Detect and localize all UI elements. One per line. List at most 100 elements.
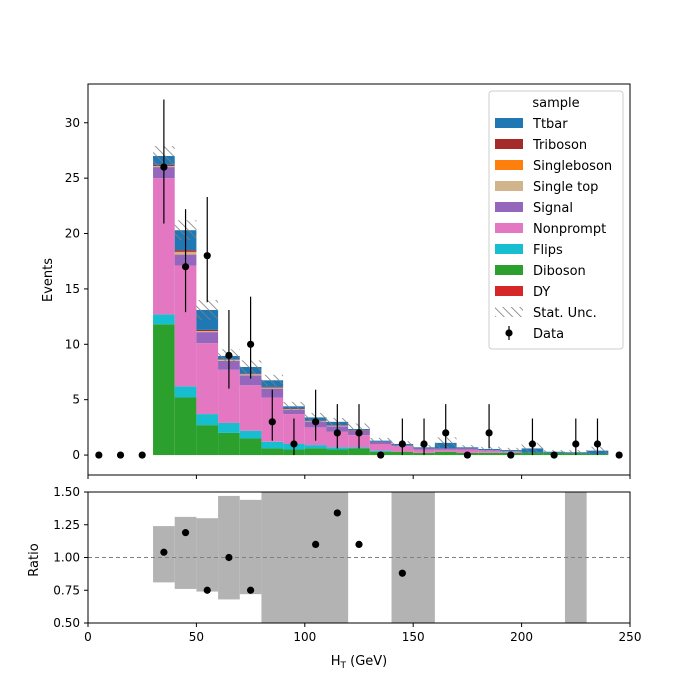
data-point (463, 451, 471, 459)
x-axis-label: HT (GeV) (331, 654, 388, 671)
data-point (485, 429, 493, 437)
legend-swatch (495, 202, 523, 212)
bar-nonprompt (369, 443, 392, 451)
stat-unc-box (283, 401, 305, 411)
legend-label: Stat. Unc. (533, 306, 597, 321)
ratio-point (225, 553, 233, 562)
legend-label: Data (533, 327, 564, 342)
ratio-point (312, 540, 320, 549)
bar-diboson (239, 438, 262, 456)
x-tick-label: 200 (510, 630, 533, 644)
legend-swatch (495, 286, 523, 296)
y-tick-label: 0 (72, 448, 80, 462)
legend-label: Nonprompt (533, 222, 606, 237)
bar-nonprompt (478, 450, 500, 453)
data-point (398, 440, 406, 448)
x-tick-label: 0 (84, 630, 92, 644)
stat-unc-box (499, 447, 522, 453)
bar-diboson (218, 432, 240, 456)
x-axis-label-main: H (331, 654, 341, 669)
x-tick-label: 50 (189, 630, 204, 644)
ratio-band-bin (218, 495, 240, 600)
ratio-band-bin (196, 518, 219, 592)
y-tick-label: 20 (65, 227, 80, 241)
data-point (160, 163, 168, 171)
data-point (225, 351, 233, 359)
bar-nonprompt (434, 449, 457, 452)
legend-swatch (495, 265, 523, 275)
ratio-y-tick-label: 1.00 (53, 551, 80, 565)
bar-diboson (304, 448, 327, 456)
bar-flips (196, 414, 219, 426)
main-y-ticks: 0 5 10 15 20 25 30 (65, 116, 88, 462)
data-point (420, 440, 428, 448)
bar-signal (196, 332, 219, 344)
ratio-band-bin (174, 516, 197, 589)
bar-flips (174, 386, 197, 398)
ratio-point (333, 509, 341, 517)
data-point (247, 340, 255, 348)
bar-nonprompt (456, 449, 479, 453)
ratio-band-bin (564, 492, 587, 623)
ratio-y-tick-label: 0.50 (53, 616, 80, 630)
ratio-points (160, 509, 406, 594)
stat-unc-box (261, 374, 284, 386)
ratio-point (398, 569, 406, 577)
stat-unc-box (456, 445, 479, 450)
data-point (377, 451, 385, 459)
y-tick-label: 25 (65, 171, 80, 185)
data-point (593, 440, 602, 448)
legend-label: Signal (533, 201, 573, 216)
y-tick-label: 5 (72, 393, 80, 407)
bar-single-top (261, 387, 284, 389)
bar-nonprompt (153, 178, 175, 315)
bar-diboson (153, 324, 175, 456)
bar-diboson (261, 448, 284, 456)
ratio-axis-label: Ratio (27, 543, 42, 576)
x-tick-label: 100 (293, 630, 316, 644)
x-axis-label-subscript: T (340, 661, 347, 671)
legend-swatch (495, 244, 523, 254)
data-point (268, 418, 276, 426)
legend-frame (488, 90, 624, 350)
data-point (203, 252, 211, 260)
bar-flips (218, 422, 240, 433)
legend-label: Triboson (532, 138, 587, 153)
legend-swatch (495, 139, 523, 149)
bar-diboson (348, 448, 370, 456)
data-point (442, 429, 450, 437)
data-point (290, 440, 298, 448)
ratio-band-bin (239, 499, 262, 595)
bar-nonprompt (218, 369, 240, 423)
legend-swatch-hatch (495, 307, 523, 317)
bar-nonprompt (174, 265, 197, 387)
ratio-point (181, 529, 190, 537)
data-point (333, 429, 341, 437)
ratio-x-ticks: 0 50 100 150 200 250 (84, 623, 641, 644)
data-point (138, 451, 146, 459)
legend-swatch (495, 160, 523, 170)
data-point (312, 418, 320, 426)
legend-swatch (495, 223, 523, 233)
ratio-point (355, 540, 363, 549)
y-tick-label: 10 (65, 337, 80, 351)
stat-unc-box (478, 446, 500, 452)
ratio-uncertainty-band (153, 492, 587, 623)
legend-swatch (495, 118, 523, 128)
bar-signal (434, 448, 457, 450)
bar-flips (304, 445, 327, 449)
bar-triboson (261, 386, 284, 388)
main-x-ticks (87, 475, 631, 479)
bar-flips (239, 430, 262, 439)
ratio-point (160, 548, 168, 556)
ratio-point (203, 586, 211, 594)
ratio-y-ticks: 0.50 0.75 1.00 1.25 1.50 (53, 485, 88, 630)
data-point (181, 263, 190, 271)
legend-label: Singleboson (533, 159, 612, 174)
bar-diboson (478, 452, 500, 456)
bar-signal (283, 409, 305, 415)
events-axis-label: Events (41, 258, 56, 302)
x-tick-label: 150 (402, 630, 425, 644)
bar-nonprompt (196, 343, 219, 415)
